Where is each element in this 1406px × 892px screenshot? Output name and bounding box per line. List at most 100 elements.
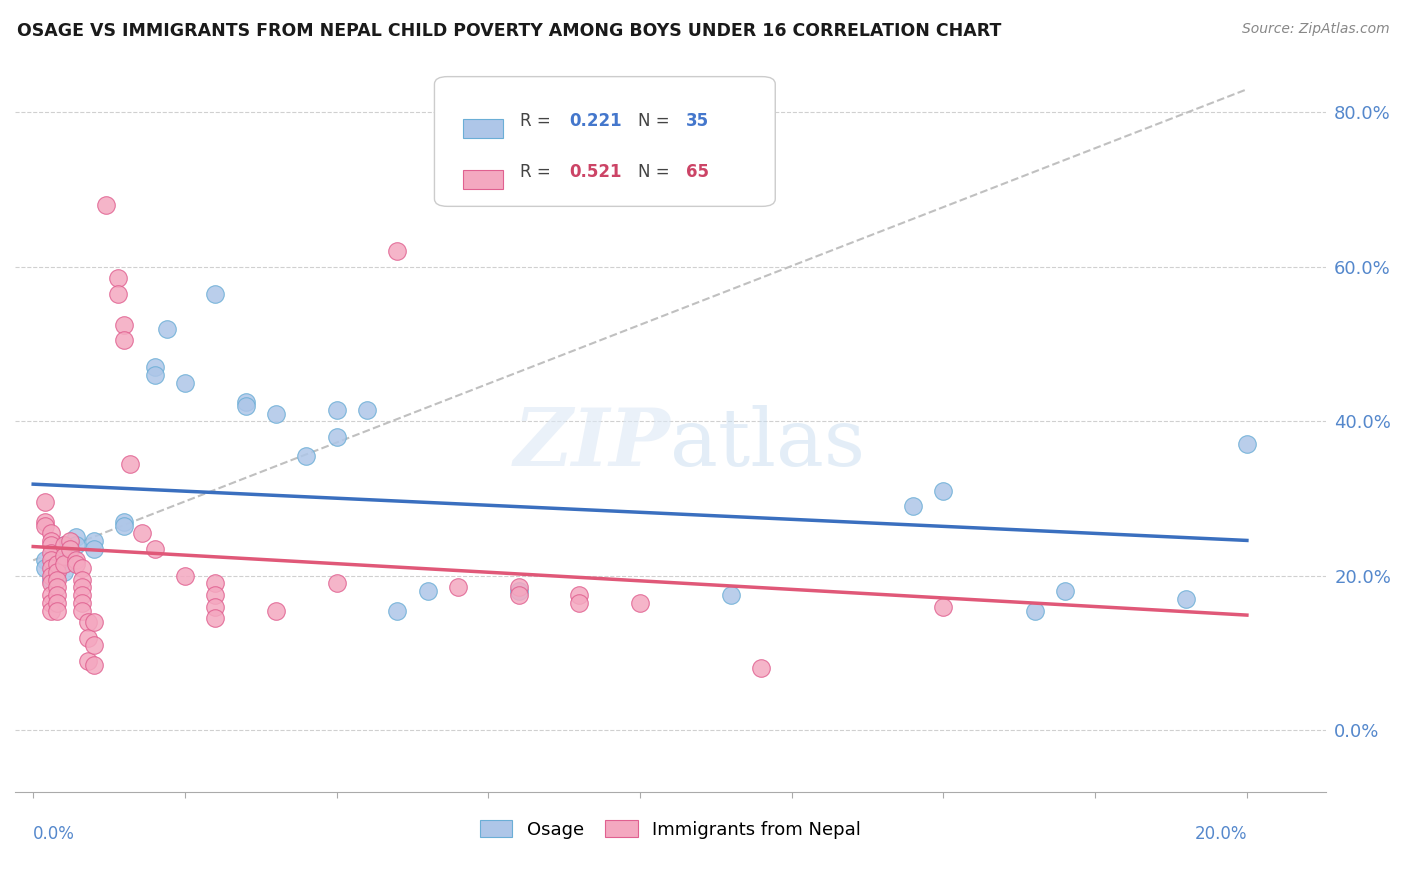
Point <box>387 244 409 259</box>
Point <box>568 596 591 610</box>
Text: 0.521: 0.521 <box>569 163 621 181</box>
Point <box>447 580 470 594</box>
Point <box>568 588 591 602</box>
Point <box>628 596 651 610</box>
Point <box>41 538 63 552</box>
Point <box>112 318 135 332</box>
Point <box>46 557 69 571</box>
Point <box>1024 603 1046 617</box>
Point <box>65 553 87 567</box>
Point <box>70 573 93 587</box>
Point <box>264 407 287 421</box>
Point <box>325 430 347 444</box>
Point <box>52 565 75 579</box>
Point <box>204 599 226 614</box>
Point <box>52 538 75 552</box>
Point <box>83 541 105 556</box>
Point <box>174 376 197 390</box>
Point <box>41 526 63 541</box>
Point <box>751 661 773 675</box>
Text: 0.0%: 0.0% <box>34 825 75 843</box>
Point <box>143 541 166 556</box>
Point <box>204 611 226 625</box>
Point <box>508 580 530 594</box>
Point <box>901 500 924 514</box>
Text: N =: N = <box>638 112 675 129</box>
Point <box>720 588 742 602</box>
Point <box>52 549 75 564</box>
Point <box>143 360 166 375</box>
Text: R =: R = <box>520 163 555 181</box>
Point <box>46 603 69 617</box>
Point <box>325 402 347 417</box>
Point <box>46 588 69 602</box>
Text: 20.0%: 20.0% <box>1195 825 1247 843</box>
Point <box>204 588 226 602</box>
Point <box>41 603 63 617</box>
Point <box>52 557 75 571</box>
Point <box>70 580 93 594</box>
Point <box>65 530 87 544</box>
Point <box>508 588 530 602</box>
Text: 0.221: 0.221 <box>569 112 621 129</box>
Point <box>41 573 63 587</box>
Text: Source: ZipAtlas.com: Source: ZipAtlas.com <box>1241 22 1389 37</box>
Point <box>46 565 69 579</box>
Point <box>41 553 63 567</box>
Point <box>83 534 105 549</box>
Point <box>46 573 69 587</box>
Text: 35: 35 <box>686 112 709 129</box>
Text: N =: N = <box>638 163 675 181</box>
Point <box>34 553 56 567</box>
Point <box>34 515 56 529</box>
Legend: Osage, Immigrants from Nepal: Osage, Immigrants from Nepal <box>472 813 869 846</box>
Point <box>76 615 98 629</box>
Point <box>70 561 93 575</box>
Point <box>65 557 87 571</box>
Point <box>41 534 63 549</box>
Point <box>34 495 56 509</box>
Point <box>1175 591 1198 606</box>
Point <box>52 538 75 552</box>
Point <box>143 368 166 382</box>
Point <box>59 541 82 556</box>
Point <box>83 638 105 652</box>
Point <box>235 399 257 413</box>
Text: atlas: atlas <box>671 405 866 483</box>
Point <box>70 596 93 610</box>
Point <box>46 580 69 594</box>
Point <box>41 576 63 591</box>
Point <box>112 333 135 347</box>
Point <box>41 596 63 610</box>
Point <box>41 561 63 575</box>
Point <box>112 515 135 529</box>
Point <box>70 588 93 602</box>
Point <box>76 654 98 668</box>
FancyBboxPatch shape <box>464 170 502 189</box>
Point <box>41 568 63 582</box>
Point <box>204 287 226 301</box>
Point <box>325 576 347 591</box>
Point <box>131 526 153 541</box>
Text: R =: R = <box>520 112 555 129</box>
Point <box>295 449 318 463</box>
Point <box>932 483 955 498</box>
Point <box>41 545 63 559</box>
Point <box>932 599 955 614</box>
Point <box>1053 584 1076 599</box>
Point <box>264 603 287 617</box>
Point <box>107 271 129 285</box>
Point <box>204 576 226 591</box>
FancyBboxPatch shape <box>434 77 775 206</box>
Point <box>34 518 56 533</box>
Point <box>112 518 135 533</box>
Point <box>83 657 105 672</box>
Point <box>52 553 75 567</box>
Text: 65: 65 <box>686 163 709 181</box>
Point <box>41 588 63 602</box>
Text: ZIP: ZIP <box>513 405 671 483</box>
FancyBboxPatch shape <box>464 119 502 137</box>
Text: OSAGE VS IMMIGRANTS FROM NEPAL CHILD POVERTY AMONG BOYS UNDER 16 CORRELATION CHA: OSAGE VS IMMIGRANTS FROM NEPAL CHILD POV… <box>17 22 1001 40</box>
Point <box>387 603 409 617</box>
Point <box>235 395 257 409</box>
